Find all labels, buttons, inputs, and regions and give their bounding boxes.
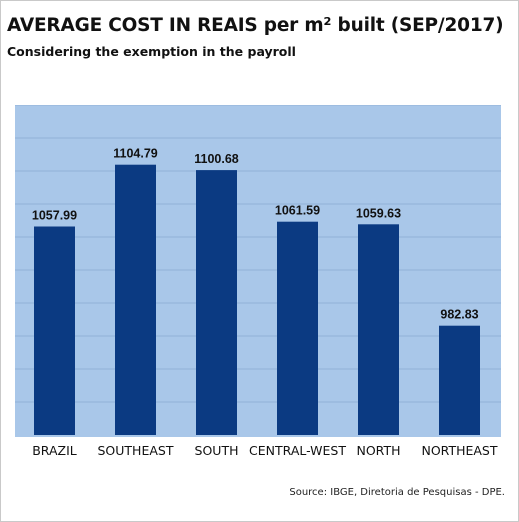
- x-tick-label: BRAZIL: [32, 443, 77, 458]
- data-label: 1059.63: [356, 206, 401, 220]
- x-tick-label: SOUTH: [194, 443, 239, 458]
- bar-chart: 1057.99 1104.79 1100.68 1061.59 1059.63 982.8…: [15, 105, 501, 435]
- chart-subtitle: Considering the exemption in the payroll: [7, 44, 296, 59]
- x-tick-label: NORTH: [356, 443, 401, 458]
- bar-north: [358, 224, 399, 435]
- source-note: Source: IBGE, Diretoria de Pesquisas - D…: [289, 487, 505, 498]
- bar-south: [196, 170, 237, 435]
- data-label: 1104.79: [113, 147, 158, 161]
- data-label: 1061.59: [275, 204, 320, 218]
- x-tick-label: SOUTHEAST: [97, 443, 174, 458]
- plot-area: 1057.99 1104.79 1100.68 1061.59 1059.63 982.8…: [15, 105, 501, 437]
- data-label: 982.83: [440, 308, 478, 322]
- x-tick-label: CENTRAL-WEST: [249, 443, 346, 458]
- x-tick-label: NORTHEAST: [421, 443, 498, 458]
- chart-title: AVERAGE COST IN REAIS per m² built (SEP/…: [7, 15, 504, 36]
- data-label: 1100.68: [194, 152, 239, 166]
- bar-central-west: [277, 221, 318, 435]
- data-label: 1057.99: [32, 209, 77, 223]
- bar-southeast: [115, 164, 156, 435]
- bar-brazil: [34, 226, 75, 435]
- bar-northeast: [439, 325, 480, 435]
